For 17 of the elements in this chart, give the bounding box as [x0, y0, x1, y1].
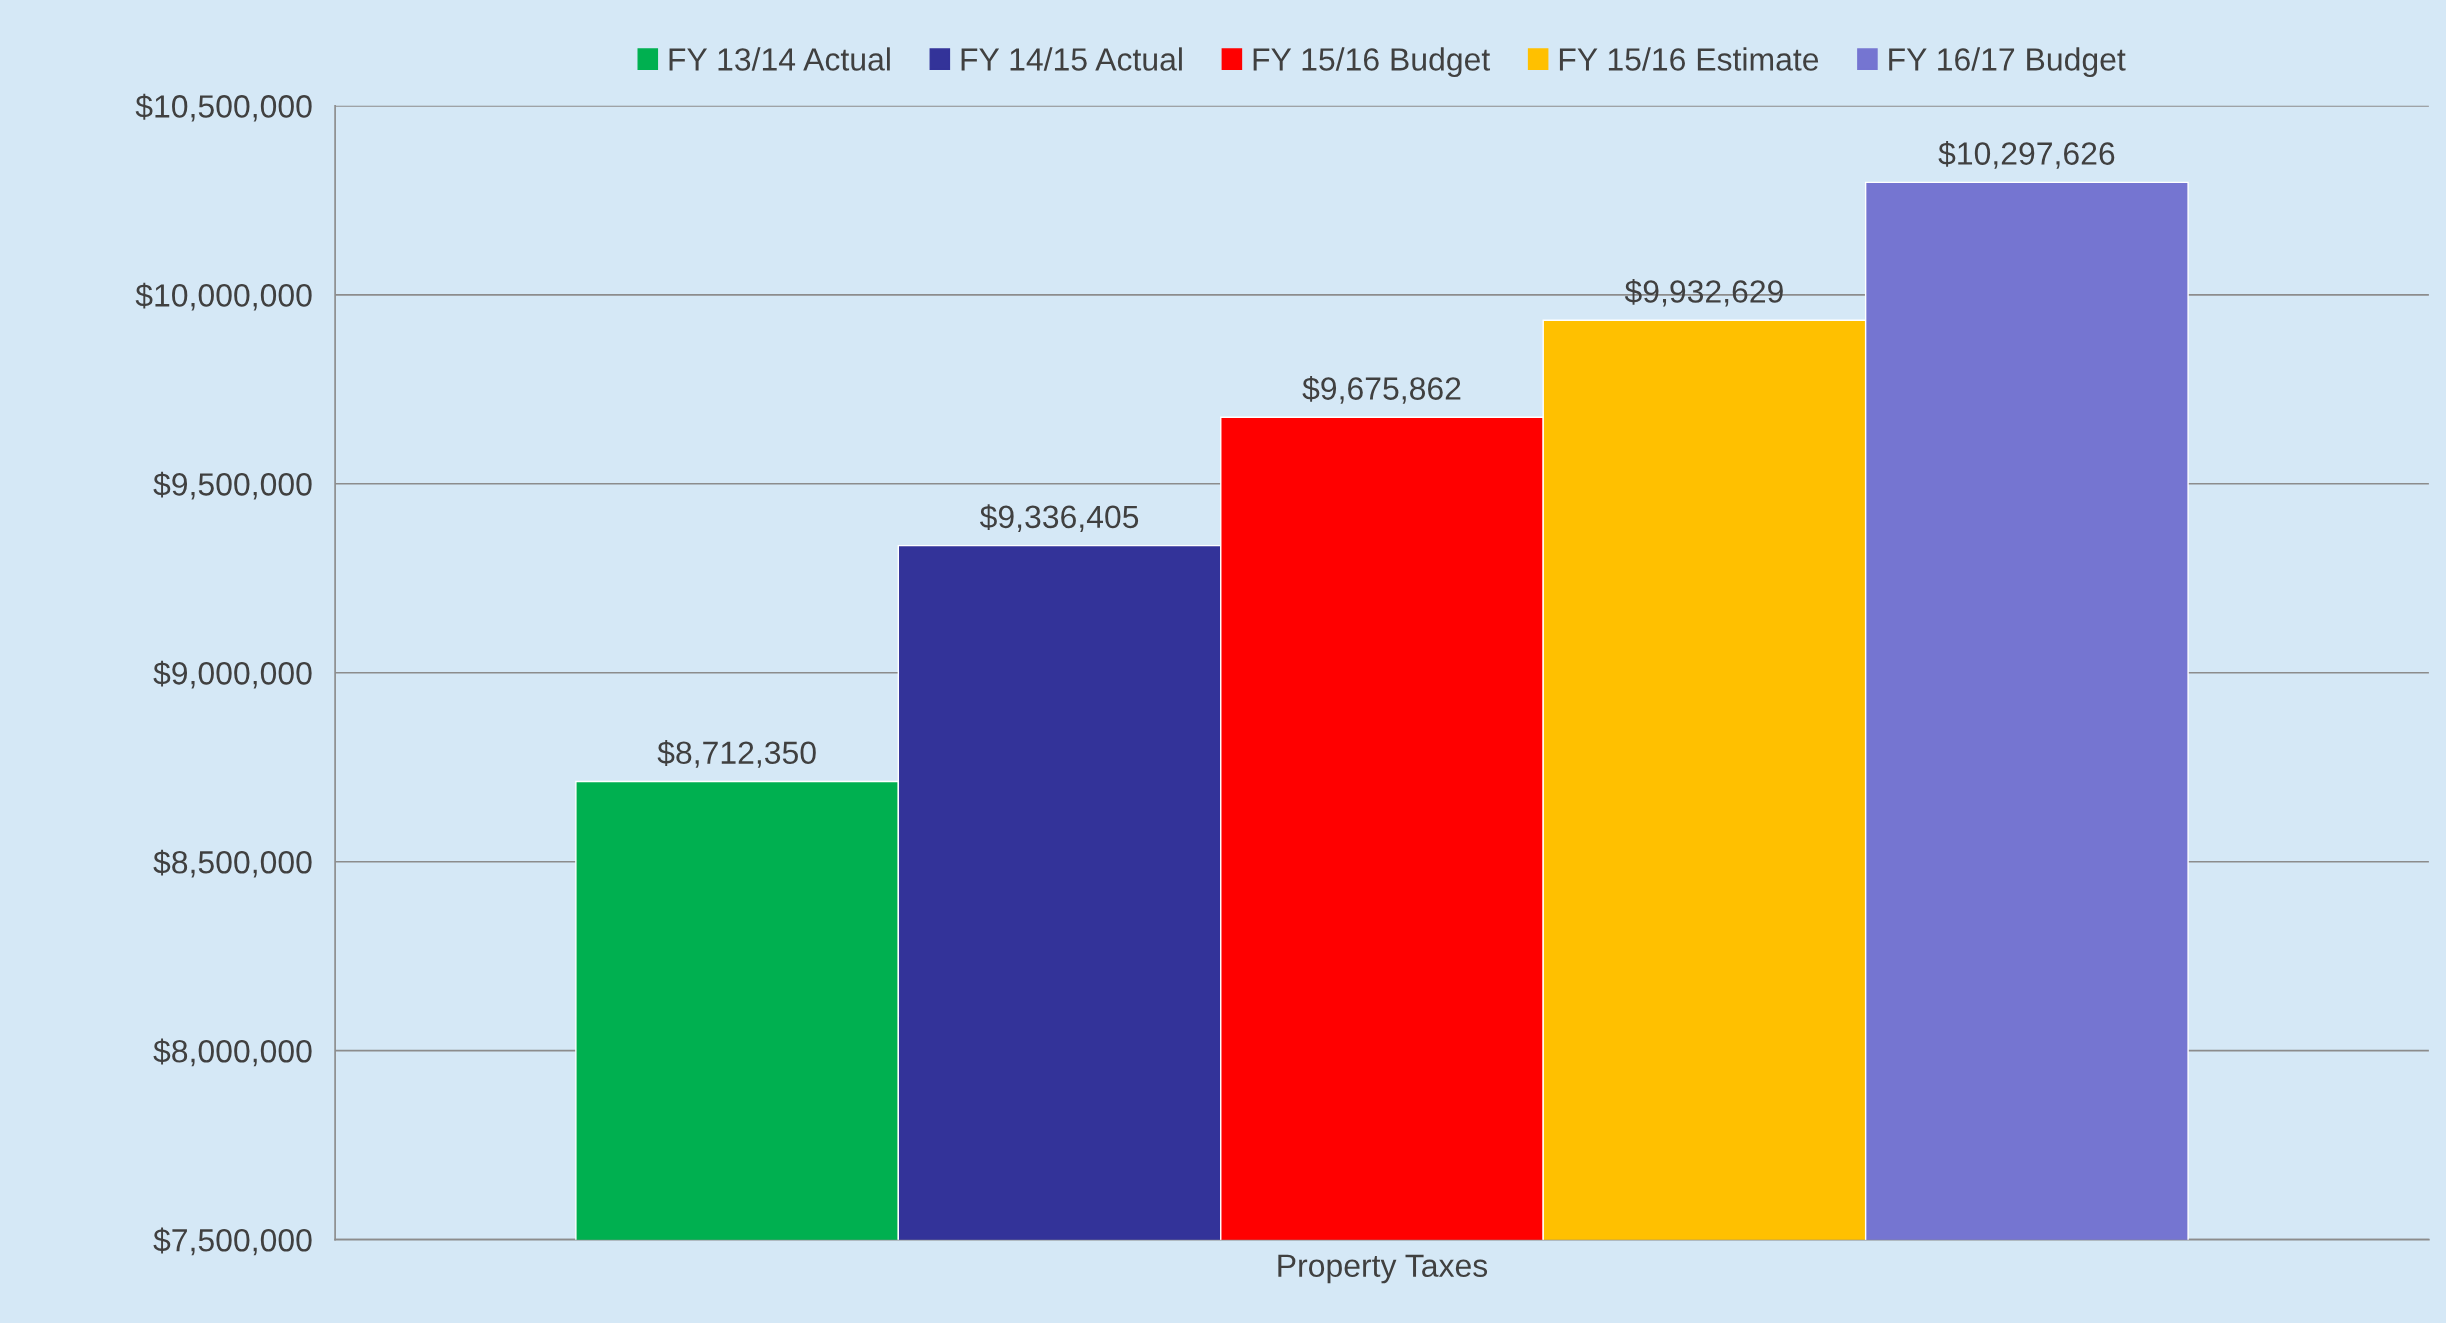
x-tick-label: Property Taxes [1278, 1254, 1488, 1284]
legend-label: FY 14/15 Actual [961, 47, 1182, 71]
y-tick-label: $8,000,000 [153, 1038, 312, 1067]
legend-label: FY 15/16 Budget [1253, 47, 1491, 78]
y-tick-label: $8,500,000 [153, 849, 312, 878]
y-tick-label: $10,000,000 [135, 282, 312, 311]
legend-label: FY 16/17 Budget [1889, 47, 2126, 78]
y-tick-label: $10,500,000 [135, 93, 312, 122]
data-label: $9,336,405 [979, 504, 1139, 532]
data-label: $8,712,350 [657, 740, 816, 768]
y-tick-label: $9,500,000 [153, 471, 312, 500]
data-label: $10,297,626 [1938, 140, 2115, 169]
y-tick-label: $7,500,000 [153, 1227, 312, 1256]
y-tick-label: $9,000,000 [153, 660, 312, 689]
legend-label: FY 15/16 Estimate [1559, 47, 1819, 71]
legend-label: FY 13/14 Actual [669, 47, 890, 71]
data-label: $9,675,862 [1302, 375, 1461, 404]
